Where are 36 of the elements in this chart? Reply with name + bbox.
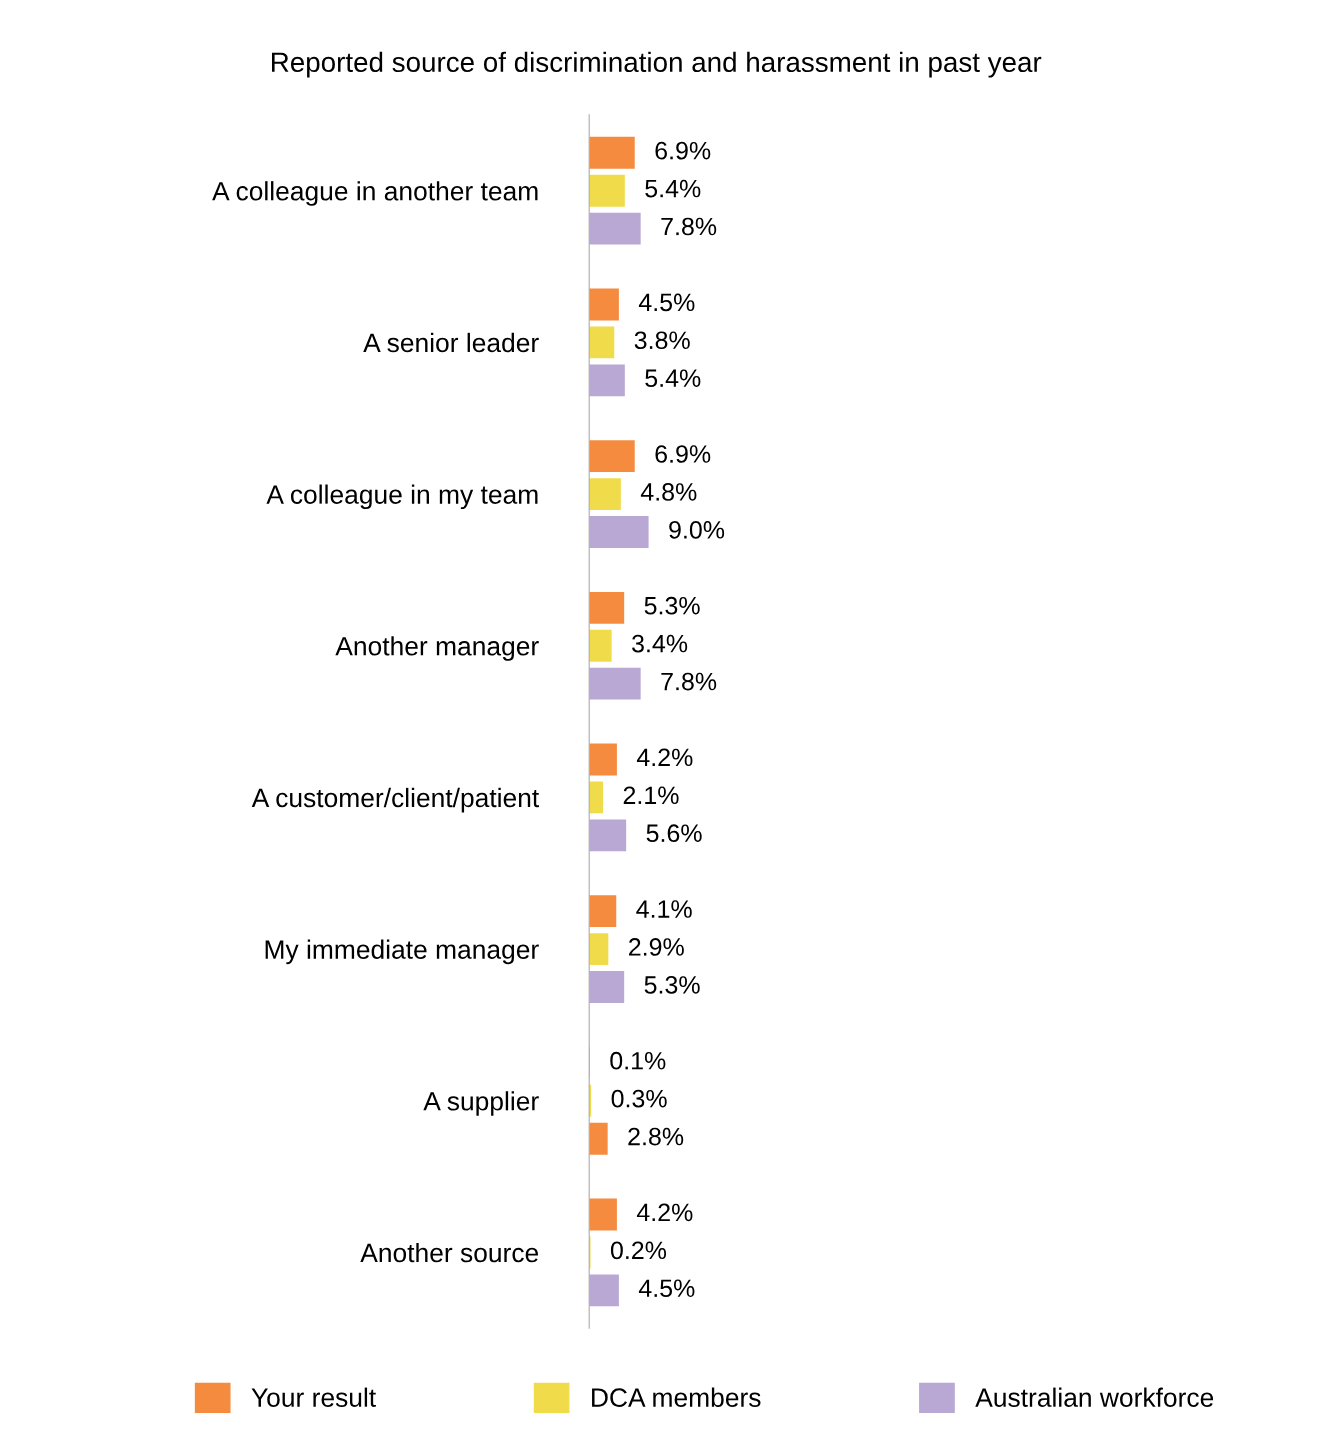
legend-label: DCA members bbox=[592, 1387, 761, 1407]
y-tick-label: A colleague in my team bbox=[266, 484, 538, 510]
legend-label: Your result bbox=[251, 1387, 376, 1407]
y-tick-label: A senior leader bbox=[363, 332, 539, 353]
data-label: 2.8% bbox=[628, 1127, 684, 1146]
data-label: 5.6% bbox=[646, 824, 702, 843]
data-label: 5.3% bbox=[644, 596, 700, 615]
y-tick-label: A supplier bbox=[423, 1091, 539, 1116]
data-label: 4.5% bbox=[638, 293, 695, 312]
data-label: 9.0% bbox=[669, 521, 725, 539]
y-tick-label: A colleague in another team bbox=[212, 181, 538, 206]
data-label: 6.9% bbox=[655, 445, 711, 463]
data-label: 0.3% bbox=[611, 1089, 667, 1108]
data-label: 5.3% bbox=[644, 976, 700, 994]
y-tick-label: My immediate manager bbox=[265, 939, 539, 965]
data-label: 4.8% bbox=[640, 483, 697, 501]
chart-title: Reported source of discrimination and harassment in past year bbox=[272, 51, 1042, 78]
data-label: 5.4% bbox=[645, 369, 701, 388]
data-label: 0.1% bbox=[610, 1051, 666, 1070]
data-label: 0.2% bbox=[610, 1241, 667, 1260]
data-label: 7.8% bbox=[661, 672, 717, 691]
data-label: 2.1% bbox=[623, 786, 679, 805]
data-label: 6.9% bbox=[655, 141, 711, 160]
data-label: 4.2% bbox=[636, 748, 693, 767]
y-tick-label: A customer/client/patient bbox=[251, 787, 540, 813]
data-label: 2.9% bbox=[629, 938, 684, 956]
data-label: 3.4% bbox=[632, 634, 688, 653]
data-label: 4.5% bbox=[638, 1279, 695, 1298]
data-label: 3.8% bbox=[634, 331, 690, 350]
y-tick-label: Another source bbox=[360, 1242, 539, 1263]
data-label: 5.4% bbox=[645, 179, 701, 198]
data-label: 4.1% bbox=[636, 900, 692, 918]
y-tick-label: Another manager bbox=[335, 636, 539, 661]
data-label: 4.2% bbox=[636, 1203, 693, 1222]
legend-label: Australian workforce bbox=[975, 1387, 1214, 1407]
data-label: 7.8% bbox=[661, 217, 717, 236]
